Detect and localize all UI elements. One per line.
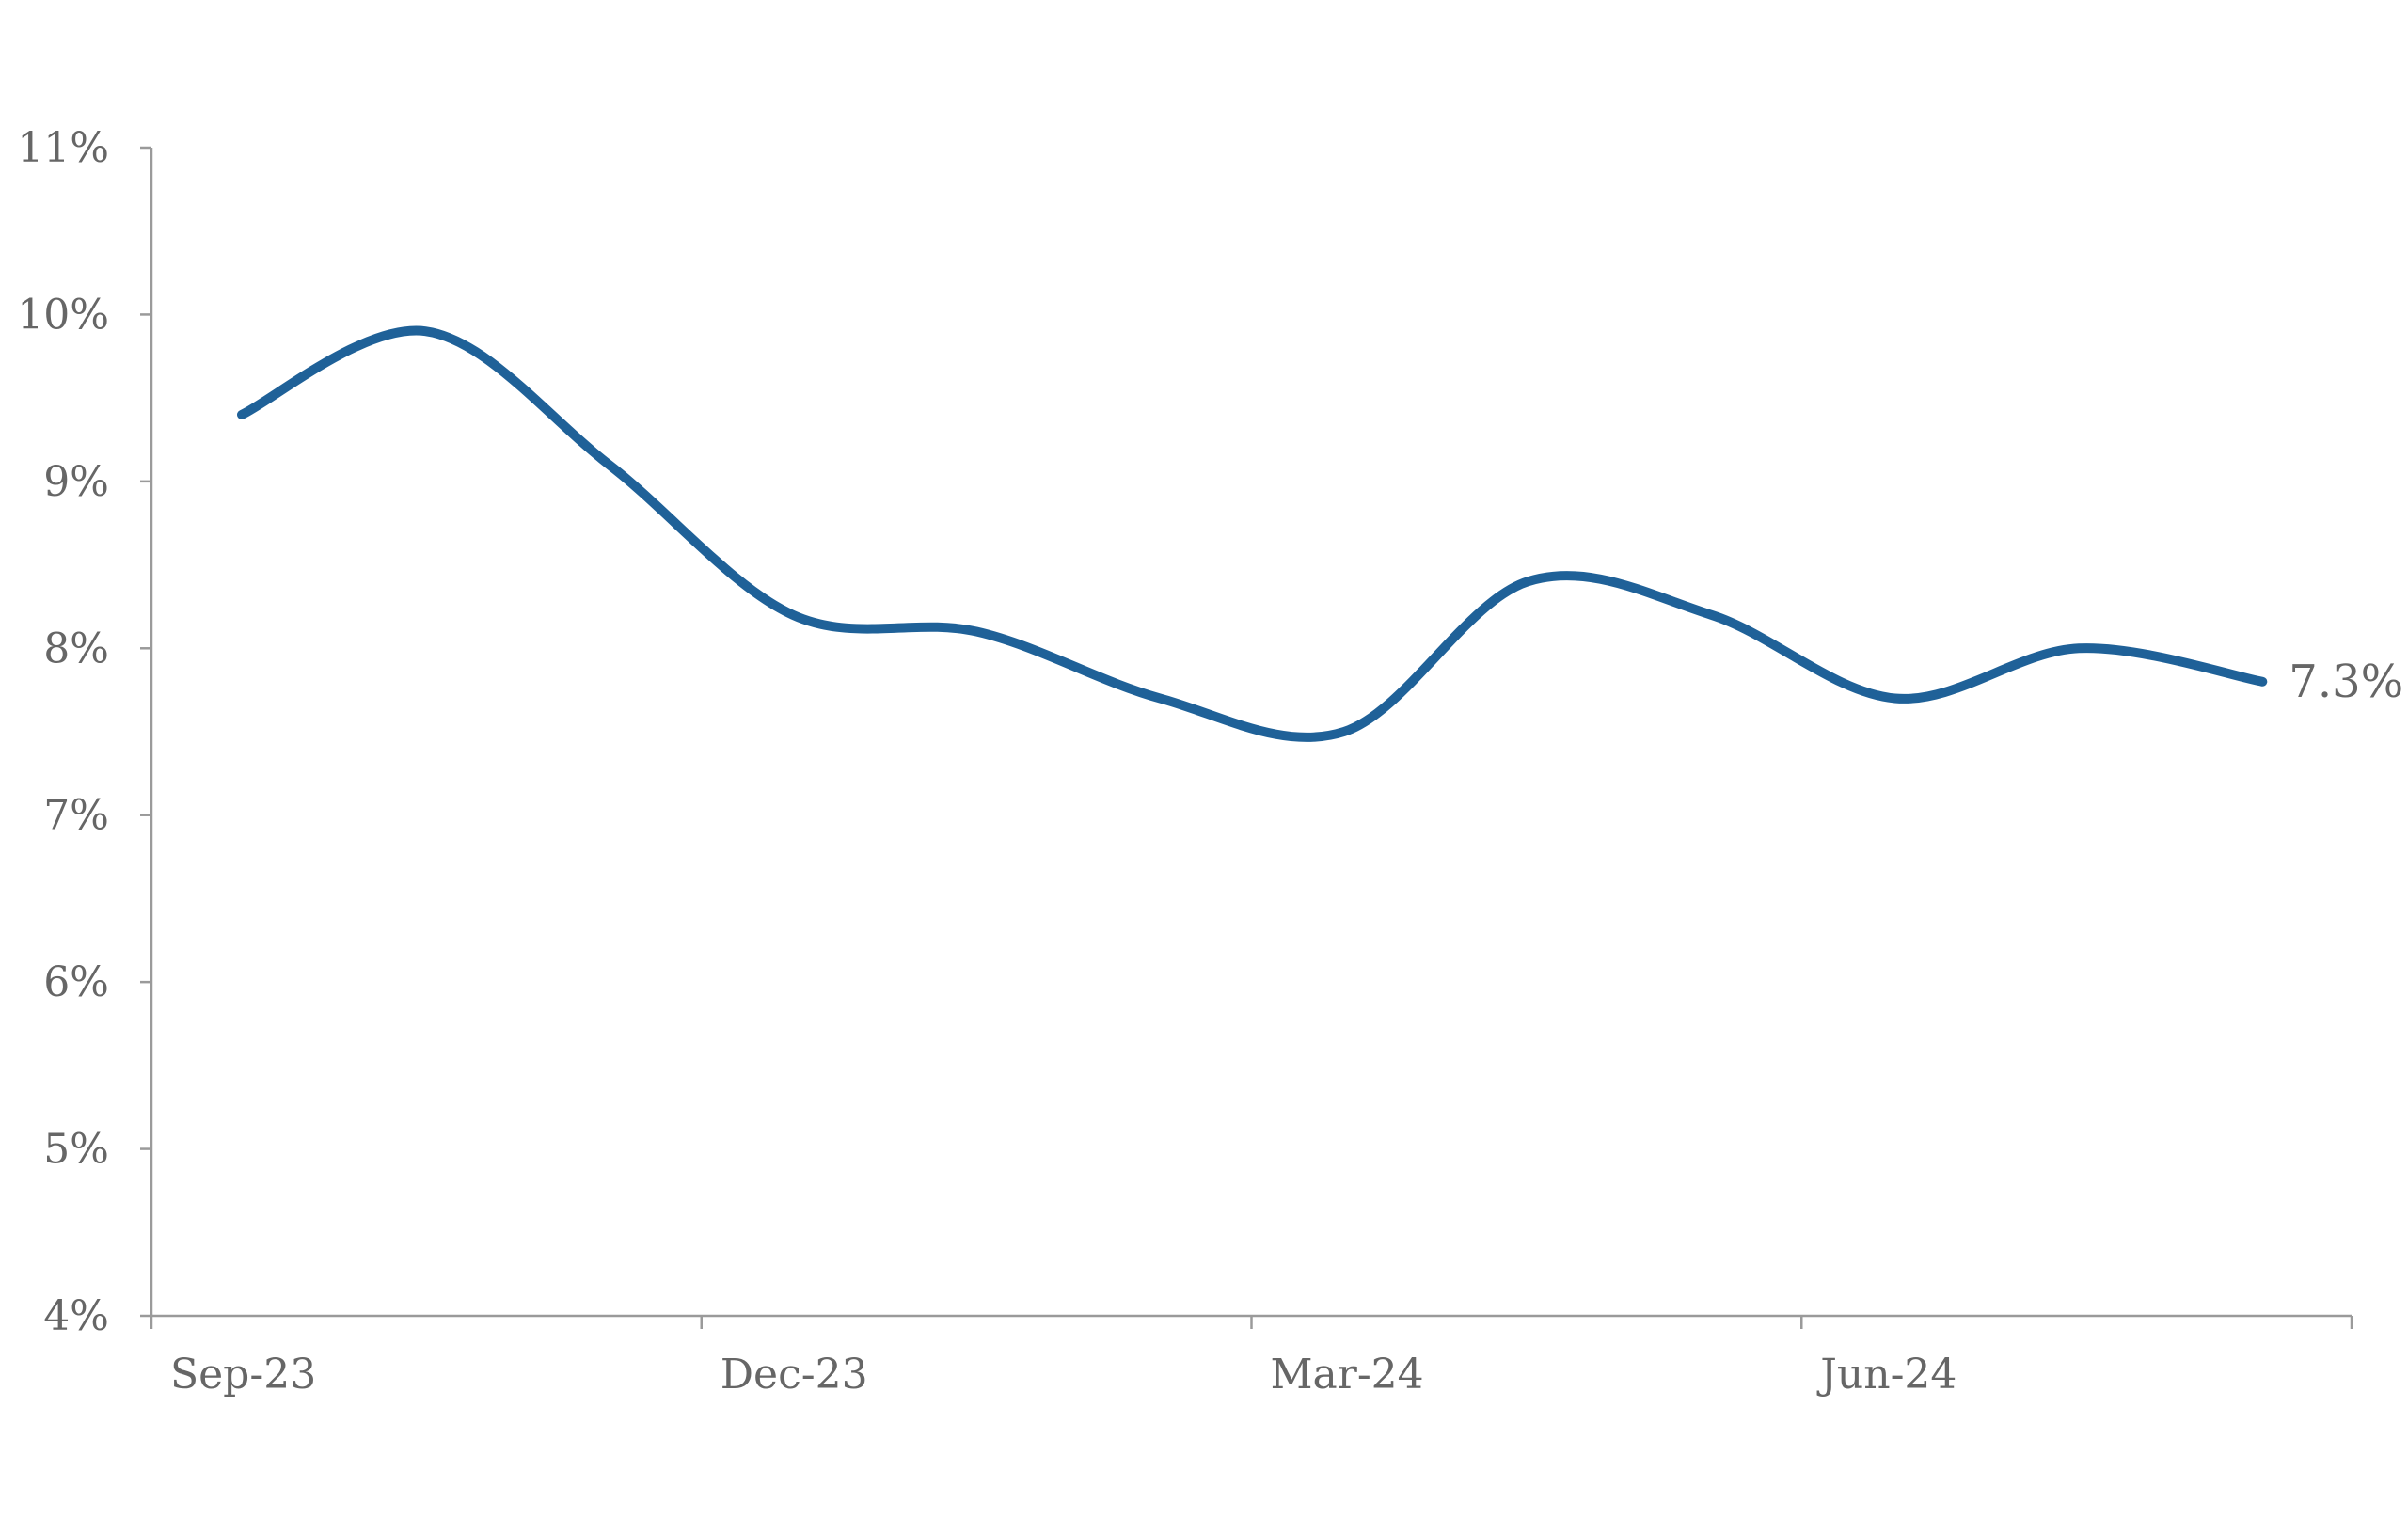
series-layer [237,325,2268,742]
y-tick-label: 6% [43,958,109,1006]
y-tick-label: 7% [43,792,109,840]
series-line [237,325,2268,742]
x-tick-label: Mar-24 [1271,1351,1424,1399]
x-tick-label: Dec-23 [721,1351,868,1399]
x-tick-label: Jun-24 [1816,1351,1956,1399]
end-value-label: 7.3% [2289,656,2403,708]
x-ticks: Sep-23 Dec-23 Mar-24 Jun-24 [150,1316,2353,1399]
y-tick-label: 8% [43,625,109,672]
y-tick-label: 10% [17,291,109,339]
y-tick-label: 5% [43,1126,109,1174]
y-tick-label: 4% [43,1292,109,1340]
y-tick-label: 11% [17,124,109,172]
x-tick-label: Sep-23 [170,1351,316,1399]
y-ticks: 4% 5% 6% 7% 8% 9% 10% 11% [17,124,151,1340]
y-tick-label: 9% [43,458,109,506]
